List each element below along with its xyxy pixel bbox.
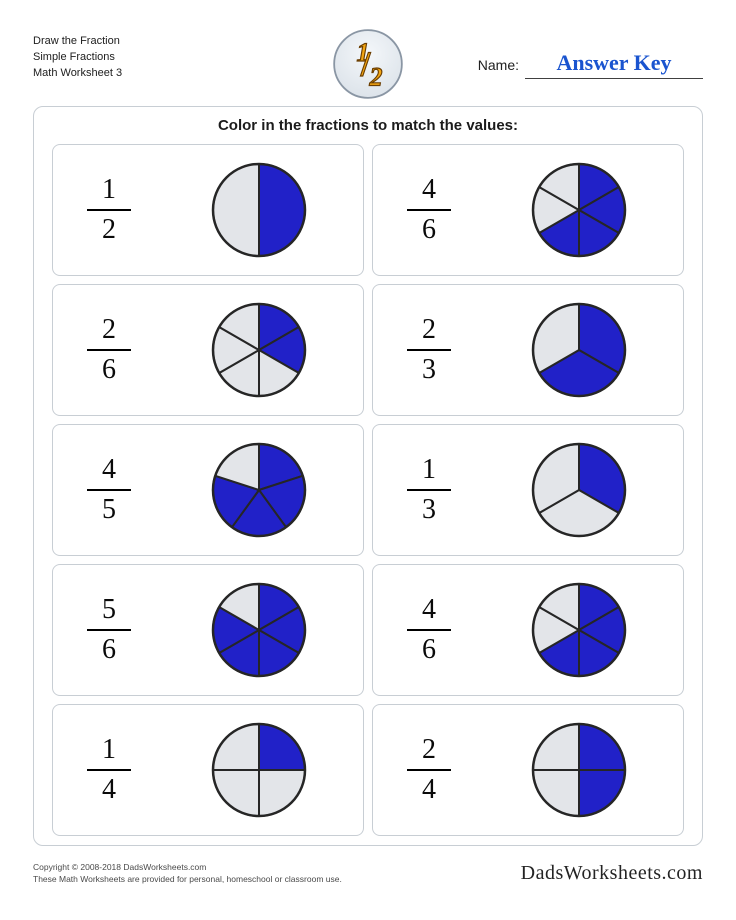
fraction-bar xyxy=(87,489,131,491)
footer-left: Copyright © 2008-2018 DadsWorksheets.com… xyxy=(33,862,342,885)
footer: Copyright © 2008-2018 DadsWorksheets.com… xyxy=(33,862,703,885)
title-line-2: Simple Fractions xyxy=(33,50,122,66)
fraction-cell: 5 6 xyxy=(52,564,364,696)
svg-text:2: 2 xyxy=(368,63,382,92)
fraction-badge-icon: 1 / 2 xyxy=(332,28,404,100)
instructions: Color in the fractions to match the valu… xyxy=(52,117,684,134)
fraction-cell: 1 4 xyxy=(52,704,364,836)
pie-holder xyxy=(495,160,663,260)
pie-holder xyxy=(495,440,663,540)
fraction-bar xyxy=(87,629,131,631)
fraction-bar xyxy=(87,209,131,211)
brand-text: DadsWorksheets.com xyxy=(521,862,703,885)
fraction-cell: 1 3 xyxy=(372,424,684,556)
numerator: 4 xyxy=(422,174,436,206)
pie-holder xyxy=(175,720,343,820)
pie-chart-icon xyxy=(529,160,629,260)
denominator: 6 xyxy=(102,354,116,386)
worksheet-page: Draw the Fraction Simple Fractions Math … xyxy=(33,32,703,885)
fraction-bar xyxy=(407,629,451,631)
fraction-bar xyxy=(407,209,451,211)
fraction-grid: 1 2 4 6 2 6 2 3 4 5 xyxy=(52,144,684,836)
fraction-label: 1 4 xyxy=(87,734,131,806)
denominator: 2 xyxy=(102,214,116,246)
pie-chart-icon xyxy=(529,580,629,680)
pie-chart-icon xyxy=(529,440,629,540)
pie-chart-icon xyxy=(209,720,309,820)
name-line: Answer Key xyxy=(525,50,703,79)
pie-chart-icon xyxy=(209,440,309,540)
fraction-cell: 1 2 xyxy=(52,144,364,276)
answer-key-text: Answer Key xyxy=(556,50,671,75)
numerator: 1 xyxy=(102,734,116,766)
fraction-cell: 2 3 xyxy=(372,284,684,416)
title-line-1: Draw the Fraction xyxy=(33,34,122,50)
fraction-bar xyxy=(87,769,131,771)
pie-holder xyxy=(175,160,343,260)
denominator: 4 xyxy=(422,774,436,806)
denominator: 3 xyxy=(422,354,436,386)
pie-chart-icon xyxy=(529,720,629,820)
fraction-bar xyxy=(407,769,451,771)
fraction-cell: 2 4 xyxy=(372,704,684,836)
numerator: 1 xyxy=(422,454,436,486)
numerator: 1 xyxy=(102,174,116,206)
disclaimer-text: These Math Worksheets are provided for p… xyxy=(33,874,342,885)
numerator: 2 xyxy=(422,734,436,766)
pie-holder xyxy=(495,300,663,400)
numerator: 4 xyxy=(422,594,436,626)
denominator: 6 xyxy=(102,634,116,666)
fraction-label: 1 3 xyxy=(407,454,451,526)
pie-holder xyxy=(175,440,343,540)
header-titles: Draw the Fraction Simple Fractions Math … xyxy=(33,34,122,82)
numerator: 2 xyxy=(102,314,116,346)
fraction-cell: 4 6 xyxy=(372,564,684,696)
denominator: 6 xyxy=(422,634,436,666)
fraction-label: 2 6 xyxy=(87,314,131,386)
denominator: 6 xyxy=(422,214,436,246)
denominator: 5 xyxy=(102,494,116,526)
fraction-bar xyxy=(407,489,451,491)
name-field-block: Name: Answer Key xyxy=(478,50,703,79)
fraction-bar xyxy=(87,349,131,351)
denominator: 3 xyxy=(422,494,436,526)
numerator: 5 xyxy=(102,594,116,626)
fraction-cell: 4 5 xyxy=(52,424,364,556)
fraction-label: 2 3 xyxy=(407,314,451,386)
fraction-cell: 2 6 xyxy=(52,284,364,416)
fraction-label: 4 6 xyxy=(407,594,451,666)
pie-holder xyxy=(175,300,343,400)
pie-holder xyxy=(495,580,663,680)
pie-chart-icon xyxy=(529,300,629,400)
copyright-text: Copyright © 2008-2018 DadsWorksheets.com xyxy=(33,862,342,873)
numerator: 4 xyxy=(102,454,116,486)
pie-chart-icon xyxy=(209,160,309,260)
fraction-bar xyxy=(407,349,451,351)
header: Draw the Fraction Simple Fractions Math … xyxy=(33,32,703,106)
pie-chart-icon xyxy=(209,300,309,400)
fraction-label: 5 6 xyxy=(87,594,131,666)
fraction-label: 1 2 xyxy=(87,174,131,246)
title-line-3: Math Worksheet 3 xyxy=(33,66,122,82)
fraction-label: 4 5 xyxy=(87,454,131,526)
denominator: 4 xyxy=(102,774,116,806)
fraction-cell: 4 6 xyxy=(372,144,684,276)
pie-holder xyxy=(495,720,663,820)
pie-chart-icon xyxy=(209,580,309,680)
worksheet-panel: Color in the fractions to match the valu… xyxy=(33,106,703,846)
name-label: Name: xyxy=(478,57,519,73)
numerator: 2 xyxy=(422,314,436,346)
pie-holder xyxy=(175,580,343,680)
fraction-label: 4 6 xyxy=(407,174,451,246)
fraction-label: 2 4 xyxy=(407,734,451,806)
